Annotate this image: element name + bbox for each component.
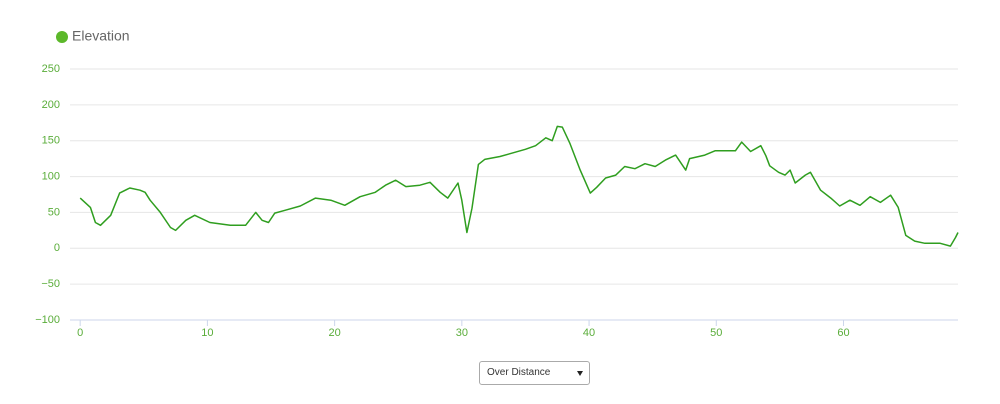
y-tick-label: 250 <box>42 63 60 75</box>
y-tick-label: 200 <box>42 99 60 111</box>
dropdown-label: Over Distance <box>487 367 551 378</box>
x-tick-label: 0 <box>77 327 83 339</box>
x-mode-dropdown[interactable]: Over Distance <box>479 361 590 385</box>
y-tick-label: 50 <box>48 206 60 218</box>
legend-label: Elevation <box>72 28 130 44</box>
x-tick-label: 40 <box>583 327 595 339</box>
elevation-line <box>79 125 959 247</box>
legend-marker <box>56 31 68 43</box>
x-tick-label: 30 <box>456 327 468 339</box>
x-tick-label: 20 <box>328 327 340 339</box>
dropdown-arrow <box>577 371 583 376</box>
x-tick-label: 60 <box>837 327 849 339</box>
y-tick-label: −100 <box>35 314 60 326</box>
y-tick-label: −50 <box>41 278 60 290</box>
y-tick-label: 100 <box>42 170 60 182</box>
x-tick-label: 10 <box>201 327 213 339</box>
y-tick-label: 150 <box>42 135 60 147</box>
x-tick-label: 50 <box>710 327 722 339</box>
y-tick-label: 0 <box>54 242 60 254</box>
